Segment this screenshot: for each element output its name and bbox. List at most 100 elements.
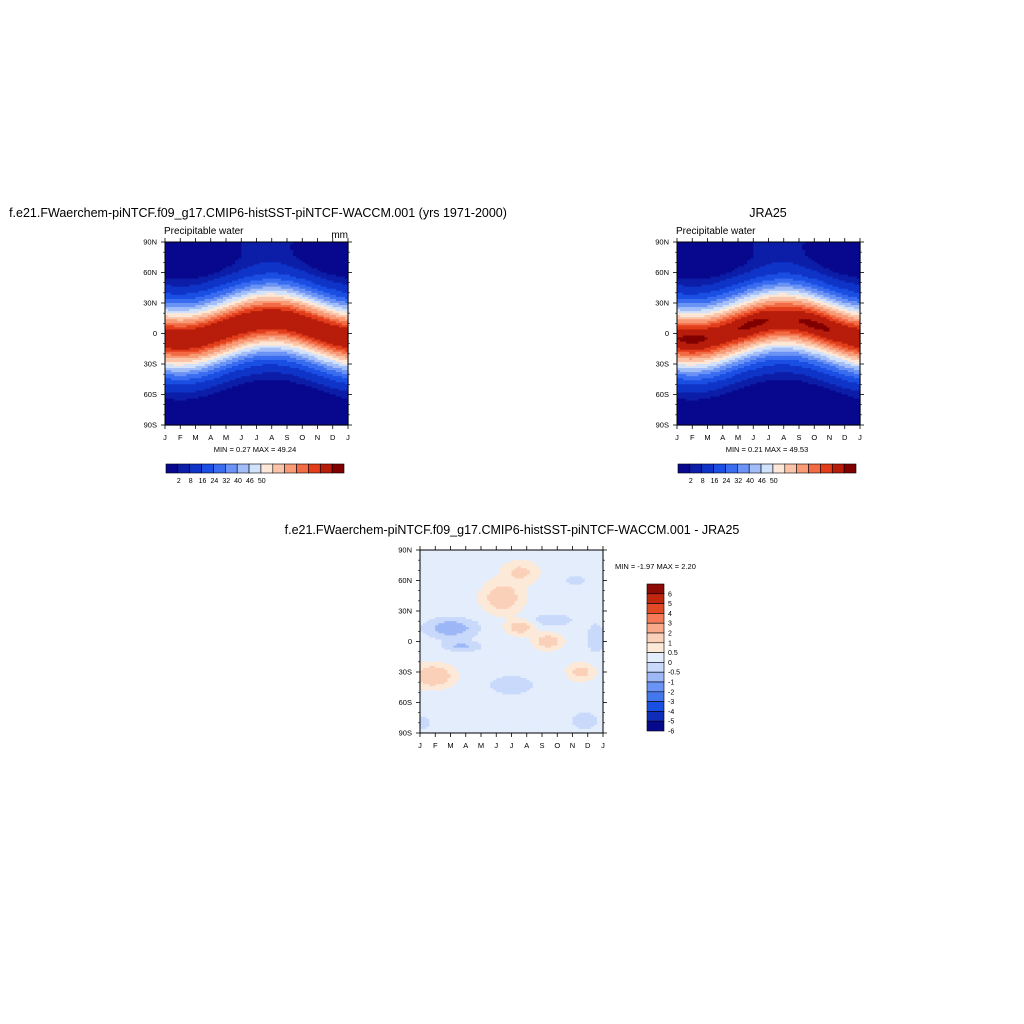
- field-cell: [219, 359, 224, 363]
- field-cell: [213, 388, 218, 392]
- field-cell: [271, 254, 276, 257]
- field-cell: [226, 361, 230, 365]
- field-cell: [320, 319, 325, 322]
- field-cell: [329, 337, 334, 341]
- field-cell: [219, 376, 224, 379]
- field-cell: [180, 331, 184, 335]
- field-cell: [250, 329, 255, 333]
- field-cell: [235, 351, 239, 355]
- field-cell: [244, 303, 248, 306]
- field-cell: [320, 256, 325, 259]
- field-cell: [186, 337, 190, 341]
- field-cell: [195, 406, 200, 410]
- field-cell: [290, 286, 294, 290]
- field-cell: [216, 333, 221, 337]
- field-cell: [262, 276, 267, 280]
- field-cell: [253, 252, 258, 255]
- field-cell: [241, 353, 245, 357]
- field-cell: [207, 268, 212, 272]
- field-cell: [165, 329, 169, 333]
- field-cell: [271, 298, 276, 302]
- field-cell: [299, 242, 303, 245]
- field-cell: [229, 311, 233, 314]
- field-cell: [287, 272, 291, 276]
- field-cell: [183, 339, 187, 343]
- field-cell: [317, 327, 322, 331]
- field-cell: [326, 337, 331, 341]
- field-cell: [201, 341, 206, 345]
- field-cell: [323, 396, 328, 400]
- field-cell: [213, 396, 218, 400]
- field-cell: [198, 325, 203, 328]
- field-cell: [329, 296, 334, 300]
- field-cell: [320, 244, 325, 247]
- field-cell: [305, 280, 309, 284]
- field-cell: [171, 321, 175, 324]
- field-cell: [320, 408, 325, 412]
- field-cell: [180, 392, 184, 396]
- field-cell: [229, 372, 233, 375]
- field-cell: [317, 382, 322, 385]
- field-cell: [174, 319, 178, 322]
- field-cell: [229, 398, 233, 402]
- field-cell: [174, 292, 178, 296]
- field-cell: [256, 353, 261, 357]
- field-cell: [314, 398, 319, 402]
- field-cell: [262, 341, 267, 345]
- field-cell: [344, 323, 349, 326]
- field-cell: [198, 303, 203, 306]
- field-cell: [302, 331, 306, 335]
- field-cell: [293, 390, 297, 394]
- field-cell: [287, 311, 291, 314]
- field-cell: [323, 408, 328, 412]
- field-cell: [174, 325, 178, 328]
- field-cell: [204, 300, 209, 304]
- field-cell: [219, 347, 224, 351]
- field-cell: [186, 343, 190, 347]
- field-cell: [311, 357, 316, 361]
- field-cell: [165, 392, 169, 396]
- field-cell: [198, 300, 203, 304]
- field-cell: [216, 272, 221, 276]
- field-cell: [226, 258, 230, 261]
- field-cell: [287, 256, 291, 259]
- field-cell: [198, 258, 203, 261]
- field-cell: [259, 321, 264, 324]
- field-cell: [250, 311, 255, 314]
- field-cell: [222, 313, 227, 316]
- field-cell: [305, 359, 309, 363]
- field-cell: [244, 294, 248, 298]
- field-cell: [277, 382, 282, 385]
- field-cell: [189, 364, 194, 367]
- field-cell: [277, 325, 282, 328]
- field-cell: [283, 335, 288, 339]
- field-cell: [165, 404, 169, 408]
- field-cell: [210, 347, 215, 351]
- field-cell: [210, 353, 215, 357]
- field-cell: [207, 286, 212, 290]
- field-cell: [168, 398, 172, 402]
- field-cell: [280, 349, 285, 353]
- field-cell: [189, 266, 194, 270]
- field-cell: [305, 256, 309, 259]
- field-cell: [238, 307, 242, 310]
- field-cell: [226, 394, 230, 398]
- field-cell: [168, 351, 172, 355]
- field-cell: [283, 323, 288, 326]
- field-cell: [204, 317, 209, 320]
- field-cell: [171, 313, 175, 316]
- field-cell: [338, 400, 343, 404]
- field-cell: [232, 400, 236, 404]
- field-cell: [192, 341, 197, 345]
- field-cell: [183, 280, 187, 284]
- field-cell: [271, 361, 276, 365]
- field-cell: [280, 398, 285, 402]
- field-cell: [174, 404, 178, 408]
- field-cell: [280, 368, 285, 371]
- field-cell: [235, 242, 239, 245]
- field-cell: [201, 266, 206, 270]
- field-cell: [280, 374, 285, 377]
- field-cell: [268, 347, 273, 351]
- field-cell: [329, 250, 334, 253]
- field-cell: [219, 260, 224, 263]
